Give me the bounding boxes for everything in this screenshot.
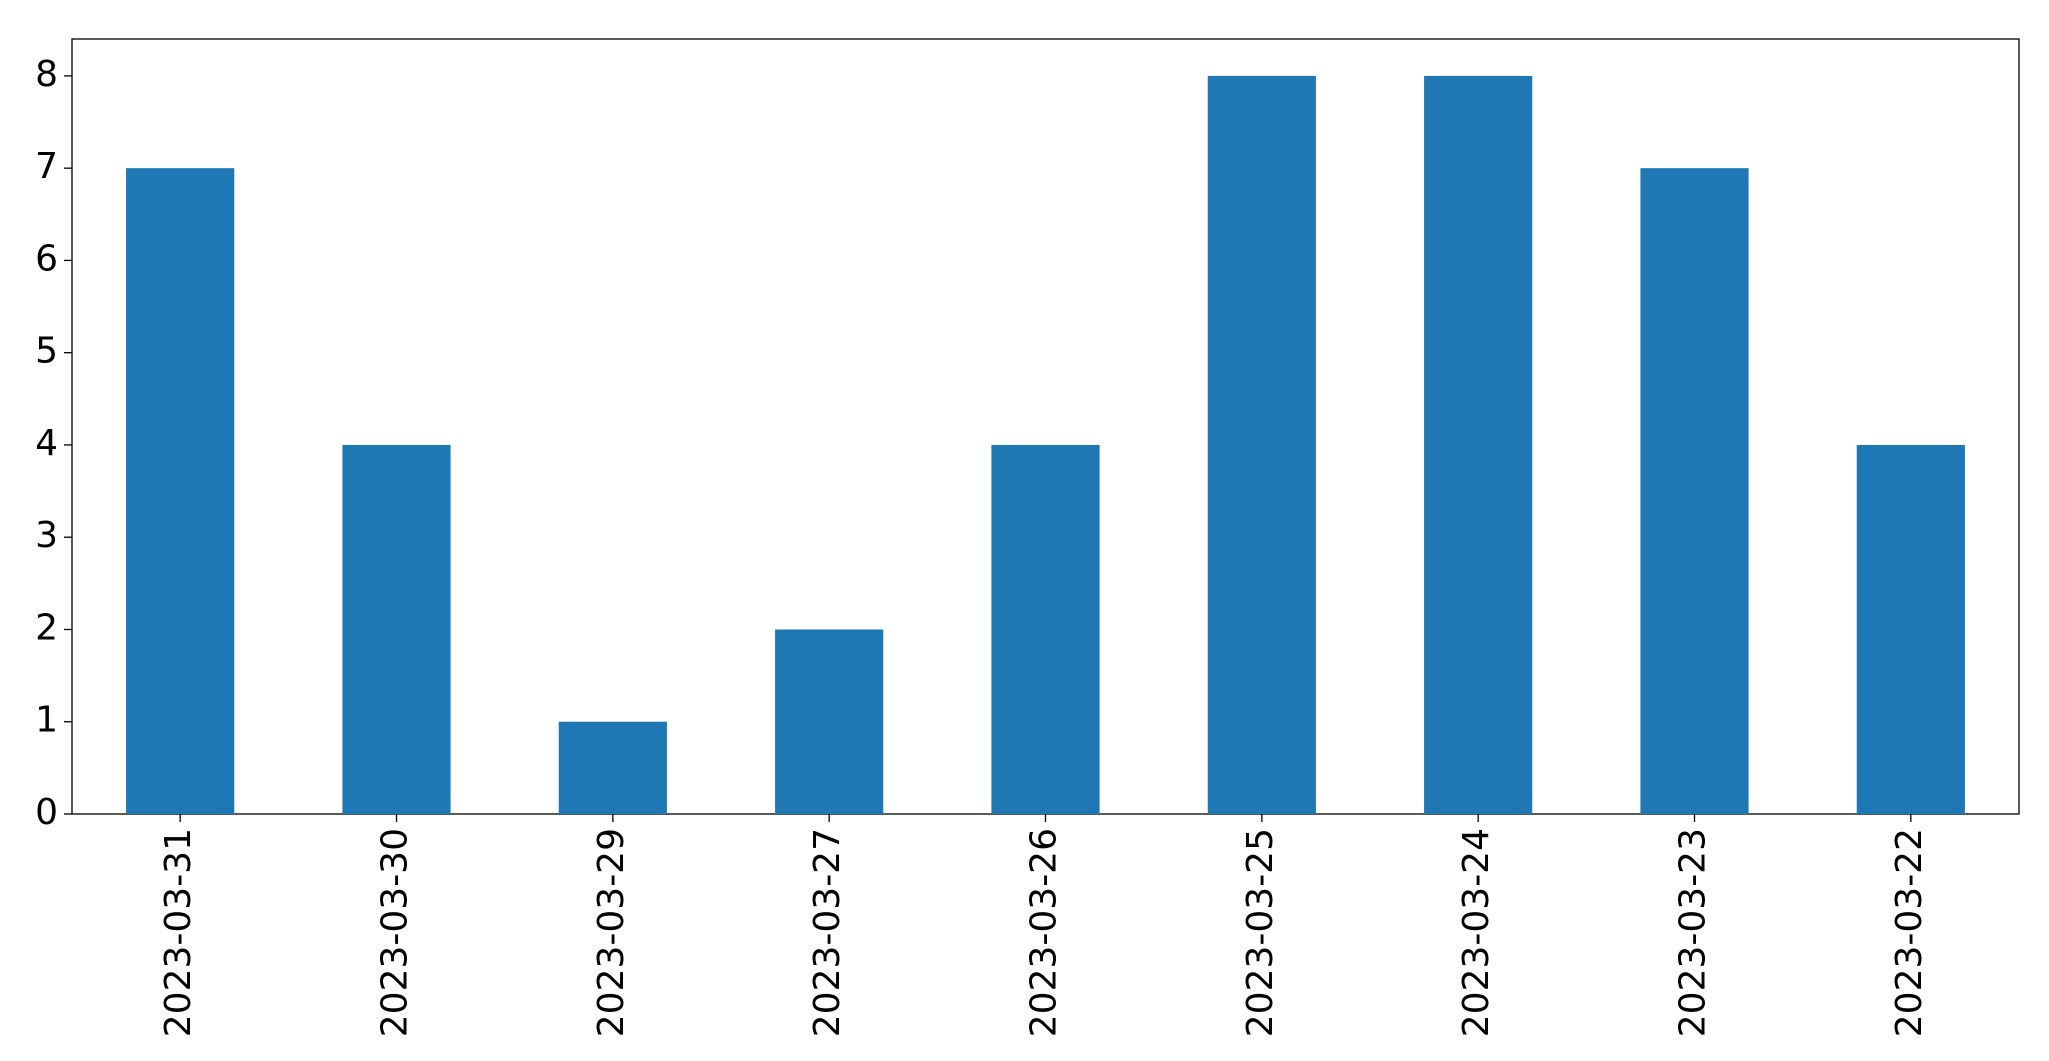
x-tick-label: 2023-03-29 [591,828,632,1037]
y-tick-label: 1 [35,700,58,741]
y-tick-label: 4 [35,423,58,464]
bar [775,629,884,814]
bar [1856,444,1965,814]
y-tick-label: 6 [35,238,58,279]
y-tick-label: 0 [35,792,58,833]
x-tick-label: 2023-03-31 [158,828,199,1037]
bar [1424,75,1533,814]
bar [1207,75,1316,814]
x-tick-label: 2023-03-27 [807,828,848,1037]
bar [126,168,235,814]
x-tick-label: 2023-03-26 [1024,828,1065,1037]
y-tick-label: 2 [35,607,58,648]
x-tick-label: 2023-03-23 [1673,828,1714,1037]
y-tick-label: 7 [35,146,58,187]
bar [342,444,451,814]
bar [991,444,1100,814]
x-tick-label: 2023-03-25 [1240,828,1281,1037]
bar [1640,168,1749,814]
bar [558,721,667,814]
x-tick-label: 2023-03-30 [375,828,416,1037]
y-tick-label: 3 [35,515,58,556]
y-tick-label: 5 [35,331,58,372]
y-tick-label: 8 [35,54,58,95]
x-tick-label: 2023-03-22 [1889,828,1930,1037]
x-tick-label: 2023-03-24 [1456,828,1497,1037]
